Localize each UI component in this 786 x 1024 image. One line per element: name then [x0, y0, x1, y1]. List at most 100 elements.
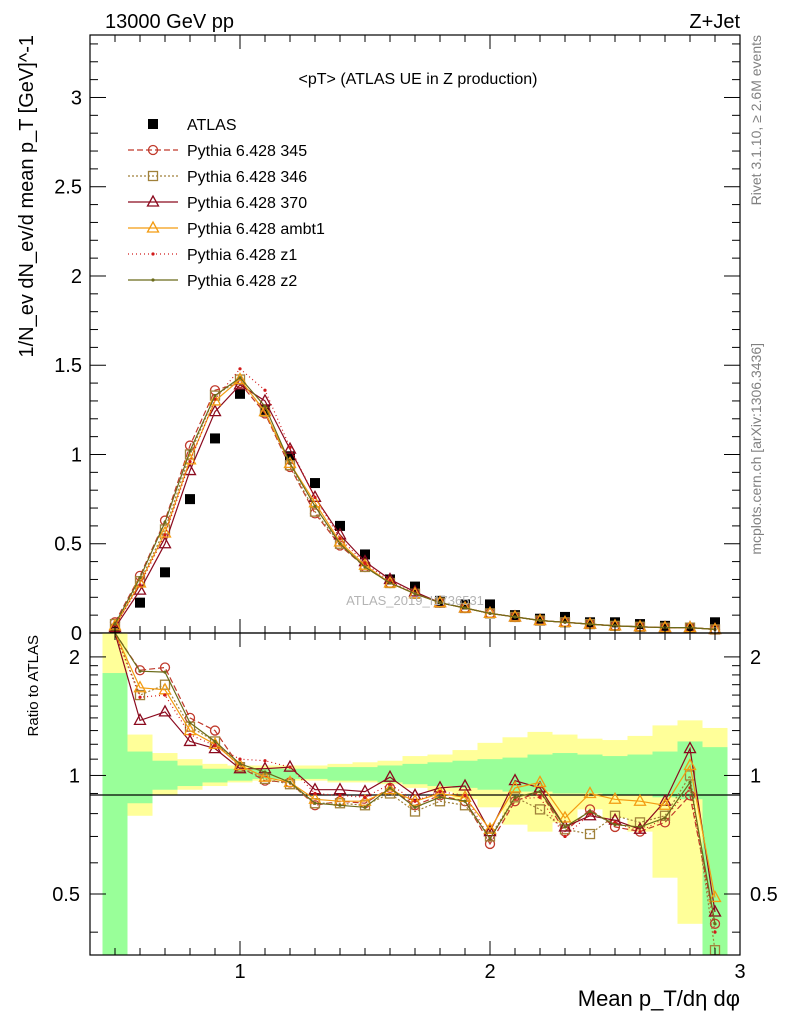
data-point — [613, 624, 617, 628]
data-point — [660, 620, 670, 631]
data-point — [188, 460, 192, 464]
ratio-point — [513, 795, 517, 799]
ratio-point — [209, 725, 221, 736]
data-point — [308, 489, 322, 502]
data-point — [535, 613, 545, 624]
ratio-series-layer — [114, 632, 722, 956]
energy-label: 13000 GeV pp — [105, 11, 234, 33]
ratio-point — [463, 799, 467, 803]
data-point — [238, 367, 242, 371]
ratio-point — [583, 808, 597, 821]
ratio-y-tick-label-right: 1 — [750, 765, 761, 787]
band-inner-bin — [377, 765, 403, 783]
data-point — [138, 576, 142, 580]
legend-label: Pythia 6.428 ambt1 — [187, 221, 325, 238]
ratio-point — [238, 762, 242, 766]
ratio-point — [188, 721, 192, 725]
data-point — [435, 595, 445, 606]
data-point — [485, 599, 495, 610]
ratio-point — [633, 821, 647, 834]
band-inner-bin — [177, 765, 203, 787]
data-point — [538, 618, 542, 623]
data-point — [210, 433, 220, 444]
ratio-point — [683, 741, 697, 754]
legend-entry: Pythia 6.428 345 — [128, 143, 307, 160]
legend-label: Pythia 6.428 370 — [187, 195, 307, 212]
y-tick-label: 2 — [71, 266, 82, 288]
data-point — [235, 388, 245, 399]
band-inner-bin — [202, 768, 228, 783]
ratio-point — [463, 793, 467, 797]
ratio-point — [233, 761, 247, 774]
main-series-layer — [108, 367, 722, 635]
data-point — [158, 525, 172, 538]
legend-entry: Pythia 6.428 ambt1 — [128, 220, 325, 238]
ratio-point — [584, 828, 596, 840]
data-point — [510, 610, 520, 621]
ratio-point — [288, 765, 292, 769]
series-6 — [113, 376, 717, 632]
legend-label: Pythia 6.428 z2 — [187, 273, 297, 290]
ratio-y-axis-title: Ratio to ATLAS — [25, 635, 42, 736]
data-point — [635, 619, 645, 630]
ratio-point — [558, 810, 572, 823]
y-tick-label: 0.5 — [54, 534, 82, 556]
data-point — [313, 504, 317, 508]
ratio-point — [158, 704, 172, 717]
ratio-point — [533, 775, 547, 788]
ratio-point — [483, 821, 497, 834]
ratio-point — [188, 732, 192, 737]
data-point — [338, 542, 342, 546]
ratio-point — [388, 786, 392, 790]
band-inner-bin — [227, 768, 253, 781]
data-point — [160, 567, 170, 578]
x-tick-label: 2 — [484, 961, 495, 983]
y-tick-label: 2.5 — [54, 177, 82, 199]
ratio-point — [288, 780, 292, 785]
data-point — [258, 393, 272, 406]
ratio-series-5 — [114, 632, 717, 926]
ratio-point — [134, 689, 146, 701]
ratio-point — [709, 918, 721, 929]
ratio-series-4 — [114, 632, 717, 934]
ratio-point — [263, 759, 267, 763]
ratio-point — [633, 793, 647, 806]
data-point — [313, 495, 317, 499]
ratio-uncertainty-bands — [102, 633, 728, 955]
data-point — [258, 404, 272, 417]
ratio-point — [133, 713, 147, 726]
band-inner-bin — [552, 753, 578, 794]
main-plot-panel: 0 0.5 1 1.5 2 2.5 3 ATLAS_2019_I1736531 <pT> (… — [16, 34, 741, 645]
band-inner-bin — [427, 762, 453, 787]
data-point — [338, 536, 342, 540]
ratio-point — [563, 834, 567, 839]
data-point — [388, 581, 392, 585]
data-point — [288, 445, 292, 449]
ratio-point — [438, 795, 442, 799]
data-point — [113, 622, 117, 626]
ratio-point — [708, 890, 722, 903]
ratio-point — [563, 825, 567, 829]
ratio-point — [558, 819, 572, 832]
legend-entry: Pythia 6.428 z2 — [128, 273, 297, 290]
legend-marker — [146, 194, 160, 207]
data-point — [610, 617, 620, 628]
ratio-point — [613, 820, 617, 824]
ratio-point — [583, 786, 597, 799]
ratio-point — [608, 791, 622, 804]
data-point — [208, 404, 222, 417]
data-point — [283, 456, 297, 469]
data-point — [138, 583, 142, 587]
y-tick-label: 1.5 — [54, 355, 82, 377]
main-axis-ticks: 0 0.5 1 1.5 2 2.5 3 — [54, 35, 741, 645]
legend-entry: Pythia 6.428 370 — [128, 194, 307, 212]
x-tick-label: 3 — [734, 961, 745, 983]
watermark: ATLAS_2019_I1736531 — [346, 593, 484, 608]
y-tick-label: 3 — [71, 87, 82, 109]
ratio-point — [213, 739, 217, 744]
data-point — [163, 520, 167, 524]
ratio-point — [538, 789, 542, 794]
data-point — [413, 592, 417, 596]
data-point — [260, 404, 270, 415]
ratio-point — [508, 780, 522, 793]
